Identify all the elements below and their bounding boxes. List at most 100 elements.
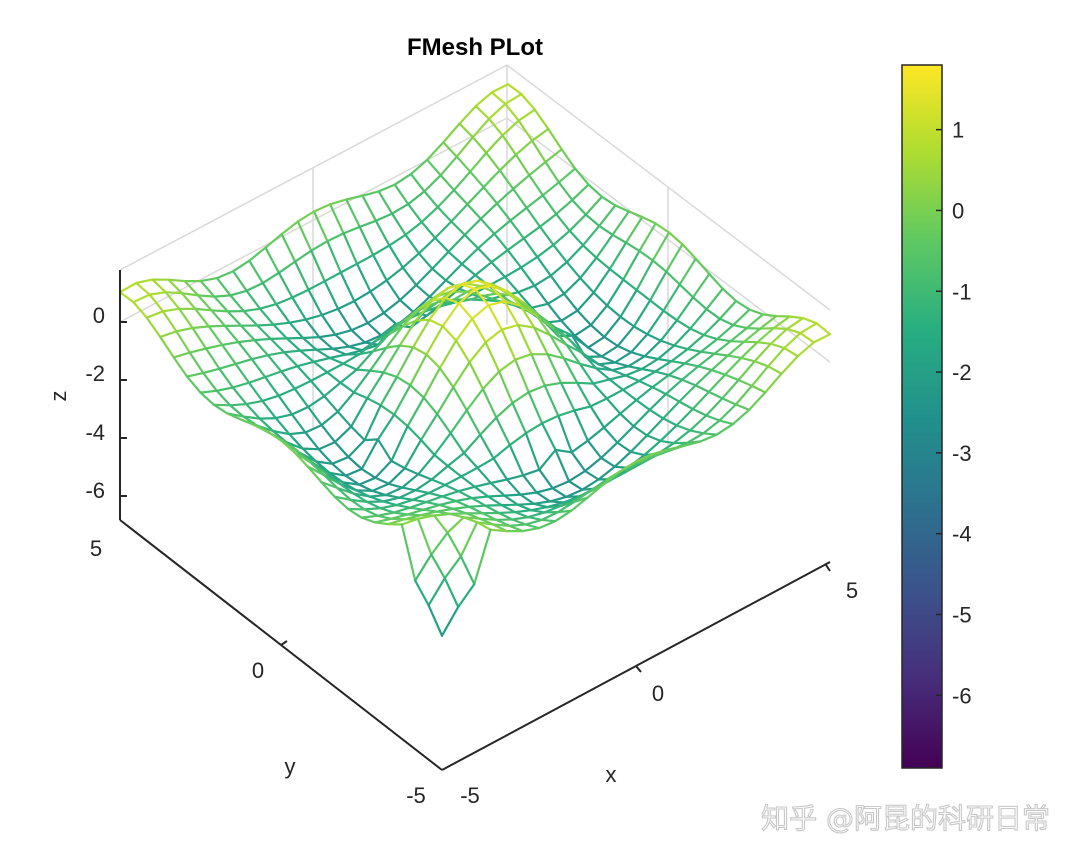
mesh-line	[630, 333, 649, 354]
mesh-line	[708, 272, 724, 290]
mesh-line	[586, 426, 606, 442]
mesh-line	[430, 464, 449, 481]
mesh-line	[683, 440, 702, 447]
mesh-line	[444, 483, 460, 493]
mesh-line	[718, 299, 738, 320]
mesh-line	[662, 417, 678, 427]
mesh-line	[422, 366, 441, 399]
mesh-line	[683, 362, 700, 368]
mesh-line	[301, 336, 321, 340]
colorbar-tick-label: -5	[952, 602, 972, 627]
mesh-line	[688, 429, 705, 435]
mesh-line	[713, 352, 729, 357]
mesh-line	[565, 343, 584, 355]
mesh-line	[640, 357, 660, 371]
mesh-line	[761, 313, 778, 318]
mesh-line	[443, 577, 460, 609]
mesh-line	[627, 355, 646, 368]
mesh-line	[358, 225, 375, 257]
mesh-line	[578, 362, 598, 370]
mesh-line	[353, 300, 369, 325]
mesh-line	[250, 358, 267, 379]
mesh-line	[506, 237, 525, 252]
chart-title: FMesh PLot	[407, 34, 543, 61]
mesh-line	[616, 425, 635, 444]
mesh-line	[277, 260, 297, 274]
mesh-line	[560, 148, 577, 170]
mesh-line	[457, 287, 477, 305]
mesh-line	[307, 405, 323, 427]
mesh-line	[473, 485, 490, 498]
mesh-line	[148, 291, 167, 296]
mesh-line	[589, 405, 606, 429]
mesh-line	[459, 555, 476, 586]
mesh-line	[387, 467, 406, 485]
mesh-line	[342, 362, 358, 371]
mesh-line	[512, 187, 528, 209]
mesh-line	[463, 233, 480, 250]
mesh-line	[583, 469, 600, 481]
mesh-line	[581, 244, 598, 259]
mesh-line	[691, 390, 711, 411]
mesh-line	[576, 309, 593, 327]
mesh-line	[488, 117, 504, 137]
mesh-line	[520, 92, 536, 111]
mesh-line	[664, 378, 684, 396]
mesh-line	[269, 337, 286, 354]
mesh-line	[360, 438, 380, 471]
mesh-line	[579, 277, 595, 294]
mesh-line	[597, 361, 617, 366]
mesh-line	[759, 315, 778, 330]
mesh-line	[333, 495, 350, 511]
mesh-line	[481, 370, 501, 391]
mesh-line	[476, 279, 493, 288]
mesh-line	[323, 395, 339, 413]
mesh-line	[493, 232, 509, 252]
mesh-line	[363, 334, 383, 344]
mesh-line	[393, 413, 409, 428]
mesh-line	[659, 424, 678, 442]
mesh-line	[622, 278, 638, 292]
mesh-line	[570, 451, 587, 473]
mesh-line	[328, 356, 345, 365]
mesh-line	[517, 119, 534, 142]
mesh-line	[427, 604, 444, 637]
mesh-line	[512, 174, 531, 190]
mesh-line	[723, 356, 743, 376]
mesh-line	[167, 278, 183, 295]
mesh-line	[495, 187, 515, 205]
mesh-line	[240, 324, 256, 342]
mesh-line	[374, 459, 393, 479]
mesh-line	[191, 325, 210, 330]
mesh-line	[541, 194, 558, 216]
mesh-line	[498, 153, 518, 172]
mesh-line	[632, 425, 649, 437]
mesh-line	[694, 369, 713, 387]
mesh-line	[285, 337, 302, 352]
mesh-line	[409, 384, 425, 399]
mesh-line	[283, 349, 302, 354]
mesh-line	[734, 384, 754, 406]
mesh-line	[605, 397, 622, 415]
mesh-line	[237, 339, 256, 344]
mesh-line	[546, 353, 565, 360]
mesh-line	[409, 353, 428, 387]
mesh-line	[229, 289, 248, 297]
mesh-line	[360, 514, 379, 519]
mesh-line	[540, 414, 560, 425]
mesh-line	[468, 341, 487, 364]
mesh-line	[245, 289, 262, 310]
mesh-line	[546, 292, 566, 305]
mesh-line	[279, 439, 296, 454]
mesh-line	[438, 366, 455, 389]
mesh-line	[385, 325, 404, 349]
mesh-line	[401, 307, 420, 328]
mesh-line	[624, 215, 644, 244]
mesh-line	[578, 362, 595, 385]
mesh-line	[318, 333, 337, 339]
mesh-line	[132, 293, 151, 304]
mesh-line	[516, 503, 533, 512]
mesh-line	[322, 473, 339, 490]
mesh-line	[608, 374, 627, 381]
mesh-line	[740, 356, 756, 363]
